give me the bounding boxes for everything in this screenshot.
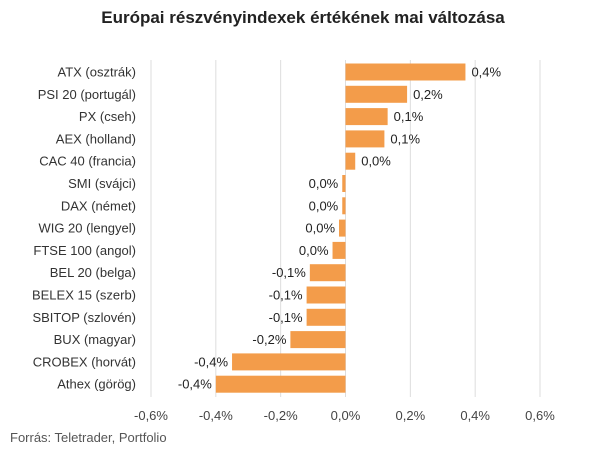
category-label: ATX (osztrák)	[58, 65, 137, 80]
category-label: BELEX 15 (szerb)	[32, 288, 136, 303]
category-label: CAC 40 (francia)	[39, 154, 136, 169]
bar	[345, 85, 408, 103]
value-label: 0,0%	[299, 243, 329, 258]
value-label: -0,1%	[269, 310, 303, 325]
value-label: -0,4%	[194, 354, 228, 369]
chart-title: Európai részvényindexek értékének mai vá…	[101, 8, 505, 27]
category-label: Athex (görög)	[57, 377, 136, 392]
bar	[345, 152, 356, 170]
value-label: -0,1%	[272, 265, 306, 280]
bar	[339, 219, 346, 237]
value-label: 0,0%	[309, 176, 339, 191]
category-label: SBITOP (szlovén)	[32, 310, 136, 325]
x-tick-label: -0,4%	[199, 408, 233, 423]
label-layer: ATX (osztrák) 0,4% PSI 20 (portugál) 0,2% PX…	[32, 65, 502, 392]
value-label: 0,1%	[394, 109, 424, 124]
x-tick-label: 0,4%	[460, 408, 490, 423]
bar-layer	[215, 63, 466, 393]
bar	[332, 241, 346, 259]
bar	[215, 375, 346, 393]
bar	[232, 353, 346, 371]
value-label: 0,0%	[305, 221, 335, 236]
x-axis-ticks: -0,6% -0,4% -0,2% 0,0% 0,2% 0,4% 0,6%	[134, 408, 555, 423]
bar	[345, 130, 385, 148]
bar	[345, 63, 466, 81]
bar	[342, 175, 346, 192]
category-label: BUX (magyar)	[54, 332, 136, 347]
bar	[290, 331, 346, 349]
category-label: CROBEX (horvát)	[33, 354, 136, 369]
x-tick-label: 0,2%	[396, 408, 426, 423]
value-label: -0,1%	[269, 288, 303, 303]
source-note: Forrás: Teletrader, Portfolio	[10, 430, 167, 445]
value-label: 0,0%	[361, 154, 391, 169]
category-label: DAX (német)	[61, 198, 136, 213]
category-label: SMI (svájci)	[68, 176, 136, 191]
category-label: AEX (holland)	[56, 131, 136, 146]
value-label: -0,2%	[252, 332, 286, 347]
x-tick-label: 0,6%	[525, 408, 555, 423]
category-label: WIG 20 (lengyel)	[38, 221, 136, 236]
x-tick-label: -0,2%	[264, 408, 298, 423]
value-label: 0,1%	[390, 131, 420, 146]
bar	[342, 197, 346, 215]
value-label: 0,0%	[309, 198, 339, 213]
x-tick-label: -0,6%	[134, 408, 168, 423]
category-label: PSI 20 (portugál)	[38, 87, 136, 102]
bar	[306, 286, 346, 304]
value-label: 0,4%	[471, 65, 501, 80]
bar	[345, 108, 388, 126]
bar	[306, 308, 346, 326]
category-label: FTSE 100 (angol)	[33, 243, 136, 258]
x-tick-label: 0,0%	[331, 408, 361, 423]
value-label: 0,2%	[413, 87, 443, 102]
category-label: PX (cseh)	[79, 109, 136, 124]
category-label: BEL 20 (belga)	[50, 265, 136, 280]
value-label: -0,4%	[178, 377, 212, 392]
bar	[309, 264, 346, 282]
